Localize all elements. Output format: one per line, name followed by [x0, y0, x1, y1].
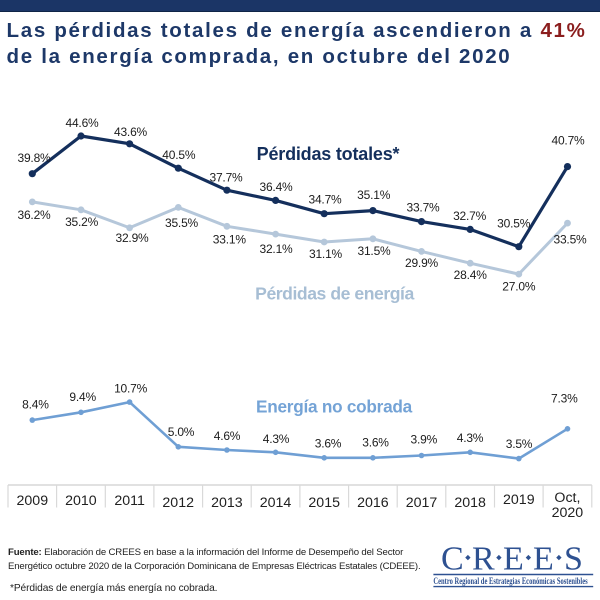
svg-text:36.2%: 36.2%	[17, 208, 51, 222]
svg-text:7.3%: 7.3%	[551, 392, 578, 406]
svg-text:Pérdidas totales*: Pérdidas totales*	[257, 144, 400, 164]
svg-text:4.3%: 4.3%	[457, 431, 484, 445]
svg-text:C: C	[441, 540, 464, 577]
svg-text:34.7%: 34.7%	[308, 193, 342, 207]
svg-text:E: E	[503, 540, 524, 577]
svg-text:4.3%: 4.3%	[263, 432, 290, 446]
svg-text:31.5%: 31.5%	[357, 244, 391, 258]
svg-text:33.7%: 33.7%	[406, 201, 440, 215]
svg-text:37.7%: 37.7%	[209, 171, 243, 185]
svg-text:44.6%: 44.6%	[65, 116, 99, 130]
svg-text:3.6%: 3.6%	[315, 436, 342, 450]
svg-text:32.9%: 32.9%	[115, 231, 149, 245]
svg-text:28.4%: 28.4%	[454, 268, 488, 282]
svg-text:3.6%: 3.6%	[362, 436, 389, 450]
svg-text:27.0%: 27.0%	[502, 280, 536, 294]
svg-text:Centro Regional de Estrategias: Centro Regional de Estrategias Económica…	[433, 576, 587, 587]
svg-text:31.1%: 31.1%	[309, 247, 343, 261]
svg-text:Energía no cobrada: Energía no cobrada	[256, 397, 413, 417]
svg-text:32.1%: 32.1%	[259, 242, 293, 256]
svg-text:36.4%: 36.4%	[259, 180, 293, 194]
svg-text:43.6%: 43.6%	[114, 125, 148, 139]
svg-text:29.9%: 29.9%	[405, 256, 439, 270]
svg-text:3.9%: 3.9%	[411, 432, 438, 446]
svg-text:35.1%: 35.1%	[357, 188, 391, 202]
svg-text:40.7%: 40.7%	[551, 134, 585, 148]
svg-text:33.5%: 33.5%	[553, 233, 587, 247]
svg-text:35.5%: 35.5%	[165, 216, 199, 230]
svg-text:39.8%: 39.8%	[17, 151, 51, 165]
svg-text:3.5%: 3.5%	[506, 437, 533, 451]
svg-text:Pérdidas de energía: Pérdidas de energía	[255, 284, 414, 304]
svg-text:4.6%: 4.6%	[214, 429, 241, 443]
svg-text:8.4%: 8.4%	[22, 398, 49, 412]
svg-text:30.5%: 30.5%	[497, 217, 531, 231]
svg-text:40.5%: 40.5%	[162, 148, 196, 162]
svg-text:R: R	[472, 540, 495, 577]
svg-text:5.0%: 5.0%	[168, 425, 195, 439]
svg-text:E: E	[533, 540, 554, 577]
svg-text:32.7%: 32.7%	[453, 209, 487, 223]
svg-text:33.1%: 33.1%	[213, 232, 247, 246]
svg-text:9.4%: 9.4%	[69, 390, 96, 404]
svg-text:S: S	[564, 540, 583, 577]
svg-text:10.7%: 10.7%	[114, 382, 148, 396]
svg-text:35.2%: 35.2%	[65, 215, 99, 229]
